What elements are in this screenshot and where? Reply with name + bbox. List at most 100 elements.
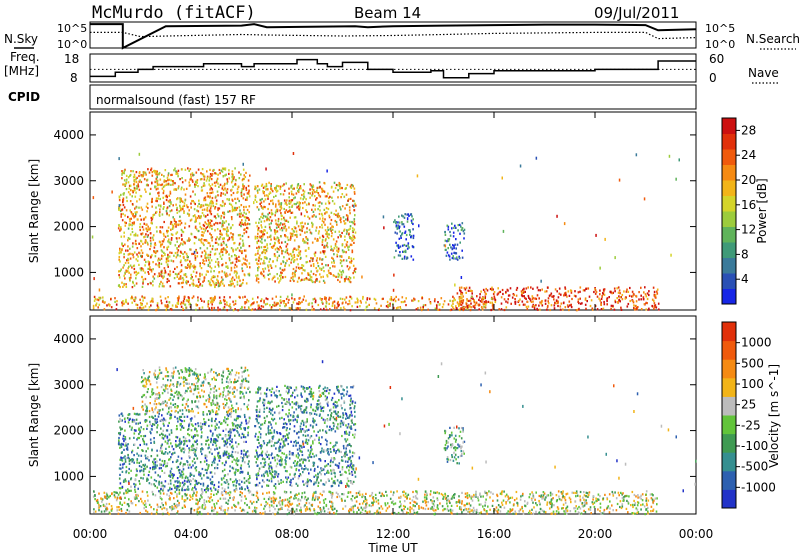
range-cell bbox=[321, 299, 323, 301]
range-cell bbox=[225, 461, 227, 463]
range-cell bbox=[241, 193, 243, 195]
range-cell bbox=[220, 236, 222, 238]
range-cell bbox=[402, 215, 404, 217]
range-cell bbox=[168, 183, 170, 185]
range-cell bbox=[352, 272, 354, 274]
range-cell bbox=[171, 372, 173, 374]
range-cell bbox=[224, 450, 226, 452]
range-cell bbox=[304, 223, 306, 225]
range-cell bbox=[171, 209, 173, 211]
range-cell bbox=[304, 215, 306, 217]
range-cell bbox=[183, 188, 185, 190]
range-cell bbox=[179, 277, 181, 279]
range-cell bbox=[187, 206, 189, 208]
range-cell bbox=[248, 455, 250, 457]
range-cell bbox=[129, 460, 131, 462]
range-cell bbox=[234, 254, 236, 256]
range-cell bbox=[139, 299, 141, 301]
range-cell bbox=[128, 237, 130, 239]
range-cell bbox=[323, 280, 325, 282]
range-cell bbox=[173, 255, 175, 257]
range-cell bbox=[175, 306, 177, 308]
range-cell bbox=[165, 236, 167, 238]
range-cell bbox=[174, 182, 176, 184]
range-cell bbox=[145, 450, 147, 452]
range-cell bbox=[145, 216, 147, 218]
range-cell bbox=[636, 153, 638, 156]
range-cell bbox=[246, 266, 248, 268]
range-cell bbox=[132, 246, 134, 248]
range-cell bbox=[166, 210, 168, 212]
range-cell bbox=[134, 486, 136, 488]
range-cell bbox=[447, 225, 449, 227]
range-cell bbox=[173, 189, 175, 191]
range-cell bbox=[386, 305, 388, 307]
range-cell bbox=[523, 304, 525, 306]
range-cell bbox=[174, 480, 176, 482]
range-cell bbox=[298, 277, 300, 279]
range-cell bbox=[176, 256, 178, 258]
range-cell bbox=[234, 308, 236, 310]
range-cell bbox=[162, 460, 164, 462]
range-cell bbox=[522, 301, 524, 303]
range-cell bbox=[453, 257, 455, 259]
range-cell bbox=[175, 252, 177, 254]
range-cell bbox=[226, 387, 228, 389]
range-cell bbox=[120, 194, 122, 196]
range-cell bbox=[178, 245, 180, 247]
range-cell bbox=[546, 309, 548, 311]
range-cell bbox=[206, 413, 208, 415]
range-cell bbox=[166, 281, 168, 283]
range-cell bbox=[93, 277, 95, 280]
range-cell bbox=[318, 192, 320, 194]
range-cell bbox=[153, 250, 155, 252]
range-cell bbox=[186, 445, 188, 447]
range-cell bbox=[481, 301, 483, 303]
range-cell bbox=[217, 178, 219, 180]
range-cell bbox=[179, 255, 181, 257]
range-cell bbox=[318, 265, 320, 267]
range-cell bbox=[159, 372, 161, 374]
range-cell bbox=[461, 229, 463, 231]
range-cell bbox=[278, 185, 280, 187]
range-cell bbox=[147, 391, 149, 393]
range-cell bbox=[163, 202, 165, 204]
range-cell bbox=[450, 235, 452, 237]
range-cell bbox=[319, 213, 321, 215]
range-cell bbox=[288, 192, 290, 194]
range-cell bbox=[319, 273, 321, 275]
range-cell bbox=[135, 271, 137, 273]
range-cell bbox=[235, 485, 237, 487]
range-cell bbox=[554, 302, 556, 304]
range-cell bbox=[145, 435, 147, 437]
range-cell bbox=[407, 221, 409, 223]
range-cell bbox=[121, 451, 123, 453]
range-cell bbox=[201, 241, 203, 243]
range-cell bbox=[241, 283, 243, 285]
range-cell bbox=[192, 478, 194, 480]
range-cell bbox=[232, 424, 234, 426]
range-cell bbox=[165, 465, 167, 467]
range-cell bbox=[143, 171, 145, 173]
range-cell bbox=[263, 251, 265, 253]
range-cell bbox=[189, 225, 191, 227]
range-cell bbox=[643, 296, 645, 298]
range-cell bbox=[130, 470, 132, 472]
range-cell bbox=[331, 248, 333, 250]
range-cell bbox=[187, 477, 189, 479]
range-cell bbox=[313, 298, 315, 300]
range-cell bbox=[209, 256, 211, 258]
range-cell bbox=[337, 215, 339, 217]
range-cell bbox=[276, 259, 278, 261]
range-cell bbox=[243, 187, 245, 189]
range-cell bbox=[203, 395, 205, 397]
range-cell bbox=[204, 178, 206, 180]
range-cell bbox=[306, 211, 308, 213]
range-cell bbox=[180, 429, 182, 431]
range-cell bbox=[170, 406, 172, 408]
range-cell bbox=[208, 259, 210, 261]
range-cell bbox=[172, 461, 174, 463]
range-cell bbox=[164, 267, 166, 269]
range-cell bbox=[214, 266, 216, 268]
range-cell bbox=[207, 226, 209, 228]
